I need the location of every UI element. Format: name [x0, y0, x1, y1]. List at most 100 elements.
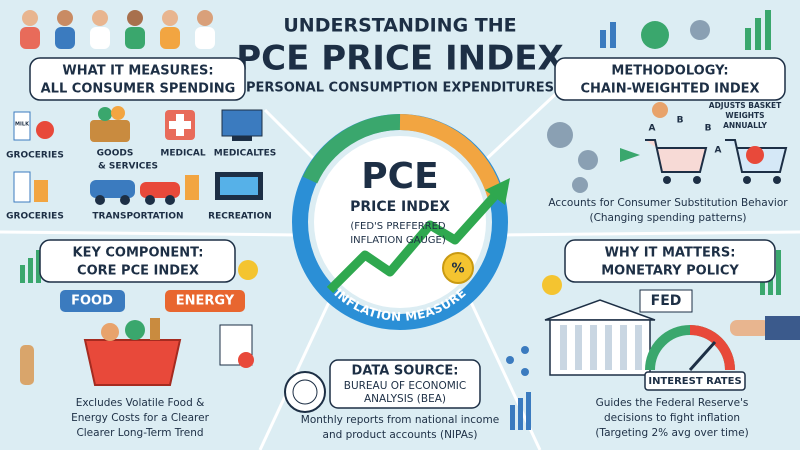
panel-subheading: ALL CONSUMER SPENDING: [41, 82, 236, 97]
people-icons: [20, 10, 215, 49]
source-icons-shape: [506, 356, 514, 364]
policy-icons-shape: [730, 320, 770, 336]
subtitle: (PERSONAL CONSUMPTION EXPENDITURES): [240, 81, 560, 96]
people-icons-shape: [57, 10, 73, 26]
policy-icons-shape: [605, 325, 612, 370]
sign: [639, 289, 693, 313]
spending-icons-shape: [165, 195, 175, 205]
policy-icons-shape: [560, 325, 567, 370]
spending-icons-shape: [90, 180, 135, 198]
spending-icons-shape: [120, 195, 130, 205]
panel-heading: WHY IT MATTERS:: [605, 246, 736, 261]
spending-icons: [13, 106, 263, 205]
category-label: GROCERIES: [6, 151, 64, 161]
ring-shape: [485, 178, 510, 205]
methodology-icons-shape: [610, 22, 616, 48]
ring-shape: [399, 114, 503, 198]
people-icons-shape: [92, 10, 108, 26]
methodology-icons-shape: [620, 148, 640, 162]
methodology-icons-shape: [652, 102, 668, 118]
panel-heading: DATA SOURCE:: [352, 364, 459, 379]
people-icons-shape: [125, 27, 145, 49]
divider-shape: [478, 88, 562, 167]
methodology-icons: [547, 10, 788, 193]
panel-heading: KEY COMPONENT:: [73, 246, 204, 261]
category-label: GOODS: [97, 149, 134, 159]
source-icons-shape: [521, 346, 529, 354]
callout: WEIGHTS: [725, 111, 764, 120]
policy-icons: [542, 250, 800, 376]
spending-icons-shape: [140, 182, 180, 198]
divider-shape: [499, 230, 800, 237]
methodology-icons-shape: [600, 30, 606, 48]
policy-icons-shape: [575, 325, 582, 370]
people-icons-shape: [22, 10, 38, 26]
spending-icons-shape: [13, 171, 31, 203]
spending-icons-shape: [111, 106, 125, 120]
title: PCE PRICE INDEX: [236, 39, 563, 79]
panel-subheading: CHAIN-WEIGHTED INDEX: [580, 82, 759, 97]
core-icons-shape: [20, 265, 25, 283]
caption: Excludes Volatile Food &: [76, 397, 205, 409]
core-icons-shape: [238, 352, 254, 368]
methodology-icons-shape: [645, 139, 708, 173]
badge: %: [451, 262, 464, 277]
center-note: (FED'S PREFERRED: [350, 221, 446, 232]
methodology-icons-shape: [693, 176, 701, 184]
category-label: & SERVICES: [98, 162, 158, 172]
source-icons-shape: [518, 398, 523, 430]
policy-icons-shape: [688, 341, 717, 371]
spending-icons-shape: [34, 180, 48, 202]
spending-icons-shape: [36, 121, 54, 139]
caption: Guides the Federal Reserve's: [596, 397, 749, 409]
tag: [60, 290, 125, 312]
source-icons-shape: [292, 379, 318, 405]
panel-subheading: ANALYSIS (BEA): [364, 393, 446, 405]
sign-label: FED: [651, 293, 682, 309]
people-icons-shape: [162, 10, 178, 26]
methodology-icons-shape: [746, 146, 764, 164]
panel-heading: METHODOLOGY:: [611, 64, 728, 79]
caption: decisions to fight inflation: [604, 412, 740, 424]
methodology-icons-shape: [743, 176, 751, 184]
policy-icons-shape: [542, 275, 562, 295]
heading-box: [564, 239, 776, 283]
category-label: RECREATION: [208, 212, 272, 222]
tag-label: ENERGY: [176, 294, 235, 309]
source-icons: [284, 346, 531, 430]
policy-icons-shape: [689, 325, 735, 371]
divider-shape: [0, 230, 301, 237]
caption: Monthly reports from national income: [301, 414, 499, 426]
panel-heading: WHAT IT MEASURES:: [62, 64, 213, 79]
core-icons-shape: [83, 339, 182, 386]
caption: Energy Costs for a Clearer: [71, 412, 209, 424]
ring-shape: [302, 114, 401, 184]
methodology-icons-shape: [755, 18, 761, 50]
people-icons-shape: [160, 27, 180, 49]
core-icons-shape: [125, 320, 145, 340]
marker: B: [677, 116, 684, 126]
methodology-icons-shape: [572, 177, 588, 193]
caption: and product accounts (NIPAs): [323, 429, 478, 441]
carton-label: MILK: [15, 122, 30, 128]
panel-subheading: MONETARY POLICY: [601, 264, 739, 279]
core-icons-shape: [238, 260, 258, 280]
policy-icons-shape: [776, 250, 781, 295]
heading-box: [329, 359, 481, 409]
caption: Clearer Long-Term Trend: [76, 427, 203, 439]
methodology-icons-shape: [765, 10, 771, 50]
category-label: MEDICALTES: [214, 149, 277, 159]
marker: A: [715, 146, 722, 156]
methodology-icons-shape: [690, 20, 710, 40]
methodology-icons-shape: [773, 176, 781, 184]
caption: Accounts for Consumer Substitution Behav…: [548, 197, 788, 209]
people-icons-shape: [127, 10, 143, 26]
divider-shape: [263, 108, 322, 167]
spending-icons-shape: [185, 175, 199, 200]
center-subtitle: PRICE INDEX: [350, 199, 450, 215]
methodology-icons-shape: [663, 176, 671, 184]
core-icons-shape: [28, 258, 33, 283]
ring-shape: [442, 252, 474, 284]
source-icons-shape: [510, 405, 515, 430]
